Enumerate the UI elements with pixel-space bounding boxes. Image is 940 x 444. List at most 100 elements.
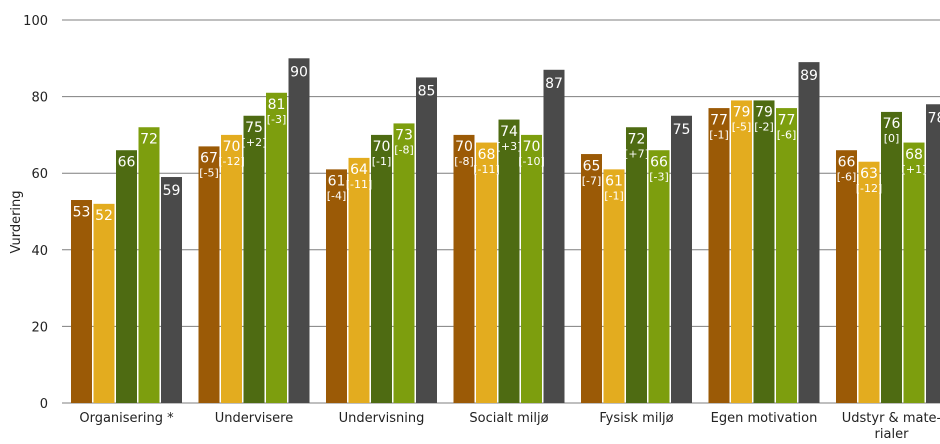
delta-label: [-7] <box>582 174 602 187</box>
x-category-label: Egen motivation <box>711 411 818 426</box>
data-label: 72 <box>628 131 646 147</box>
delta-label: [-1] <box>709 128 729 141</box>
data-label: 75 <box>245 120 263 136</box>
delta-label: [+3] <box>497 140 522 153</box>
bar <box>453 134 475 403</box>
delta-label: [-1] <box>604 190 624 203</box>
category-labels: Organisering * Undervisere Undervisning Soc… <box>79 411 940 442</box>
data-label: 61 <box>328 174 346 190</box>
data-label: 77 <box>710 112 728 128</box>
bar <box>371 134 392 403</box>
bar <box>858 161 880 403</box>
data-label: 63 <box>860 166 878 182</box>
data-label: 77 <box>778 112 796 128</box>
bar <box>881 111 902 404</box>
data-label: 66 <box>118 154 136 170</box>
bar <box>243 115 265 403</box>
bar <box>326 169 347 403</box>
delta-label: [+2] <box>242 136 267 149</box>
data-label: 89 <box>800 68 818 84</box>
delta-label: [-3] <box>267 113 287 126</box>
data-label: 70 <box>373 139 391 155</box>
data-label: 65 <box>583 158 601 174</box>
bar <box>836 150 857 403</box>
data-label: 53 <box>73 204 91 220</box>
delta-label: [-11] <box>346 178 373 191</box>
y-tick-label: 100 <box>23 14 48 29</box>
bar <box>626 127 647 404</box>
bar <box>393 123 415 403</box>
bar <box>498 119 520 403</box>
bar <box>71 200 92 403</box>
data-label: 68 <box>478 147 496 163</box>
delta-label: [-2] <box>754 121 774 134</box>
bar <box>731 100 752 404</box>
delta-label: [-6] <box>837 170 857 183</box>
y-tick-label: 40 <box>31 244 48 259</box>
data-label: 68 <box>905 147 923 163</box>
delta-label: [-5] <box>732 121 752 134</box>
delta-label: [-12] <box>218 155 245 168</box>
x-category-label: Undervisere <box>215 411 293 426</box>
delta-label: [-8] <box>454 155 474 168</box>
bar <box>521 134 542 403</box>
y-tick-label: 60 <box>31 167 48 182</box>
bar <box>671 115 692 403</box>
bar <box>708 108 730 403</box>
bar <box>753 100 775 404</box>
data-label: 72 <box>140 131 158 147</box>
data-label: 67 <box>200 151 218 167</box>
data-label: 76 <box>883 116 901 132</box>
data-label: 64 <box>350 162 368 178</box>
bar <box>903 142 925 403</box>
delta-labels: [-5][-12][+2][-3][-4][-11][-1][-8][-8][-… <box>199 113 926 203</box>
data-label: 79 <box>755 105 773 121</box>
data-label: 75 <box>673 122 691 138</box>
delta-label: [-4] <box>327 190 347 203</box>
y-tick-label: 20 <box>31 320 48 335</box>
x-category-label: Organisering * <box>79 411 174 426</box>
delta-label: [+7] <box>624 147 649 160</box>
delta-label: [-8] <box>394 144 414 157</box>
data-label: 70 <box>223 139 241 155</box>
data-label: 66 <box>650 154 668 170</box>
data-label: 61 <box>605 174 623 190</box>
data-label: 73 <box>395 128 413 144</box>
x-category-label: Undervisning <box>339 411 425 426</box>
bar <box>648 150 670 403</box>
delta-label: [-10] <box>518 155 545 168</box>
bar <box>776 108 797 403</box>
delta-label: [-5] <box>199 167 219 180</box>
data-label: 74 <box>500 124 518 140</box>
data-label: 52 <box>95 208 113 224</box>
y-tick-label: 0 <box>40 397 48 412</box>
bar <box>221 134 242 403</box>
data-label: 59 <box>163 183 181 199</box>
data-label: 70 <box>455 139 473 155</box>
data-label: 79 <box>733 105 751 121</box>
bar <box>116 150 137 403</box>
y-tick-labels: 0 20 40 60 80 100 <box>23 14 48 412</box>
bars <box>71 58 940 404</box>
bar <box>416 77 437 403</box>
delta-label: [+1] <box>902 163 927 176</box>
bar <box>581 154 602 403</box>
bar <box>198 146 220 403</box>
bar <box>288 58 310 404</box>
delta-label: [-11] <box>473 163 500 176</box>
bar <box>93 203 115 403</box>
x-category-label: Socialt miljø <box>469 411 548 426</box>
x-category-label: Udstyr & mate- <box>842 411 940 426</box>
y-tick-label: 80 <box>31 91 48 106</box>
x-category-label: rialer <box>875 427 910 442</box>
data-label: 87 <box>545 76 563 92</box>
delta-label: [-1] <box>372 155 392 168</box>
data-label: 85 <box>418 83 436 99</box>
delta-label: [0] <box>884 132 900 145</box>
bar <box>926 104 940 403</box>
bar <box>798 62 820 403</box>
bar <box>348 157 370 403</box>
data-label: 81 <box>268 97 286 113</box>
